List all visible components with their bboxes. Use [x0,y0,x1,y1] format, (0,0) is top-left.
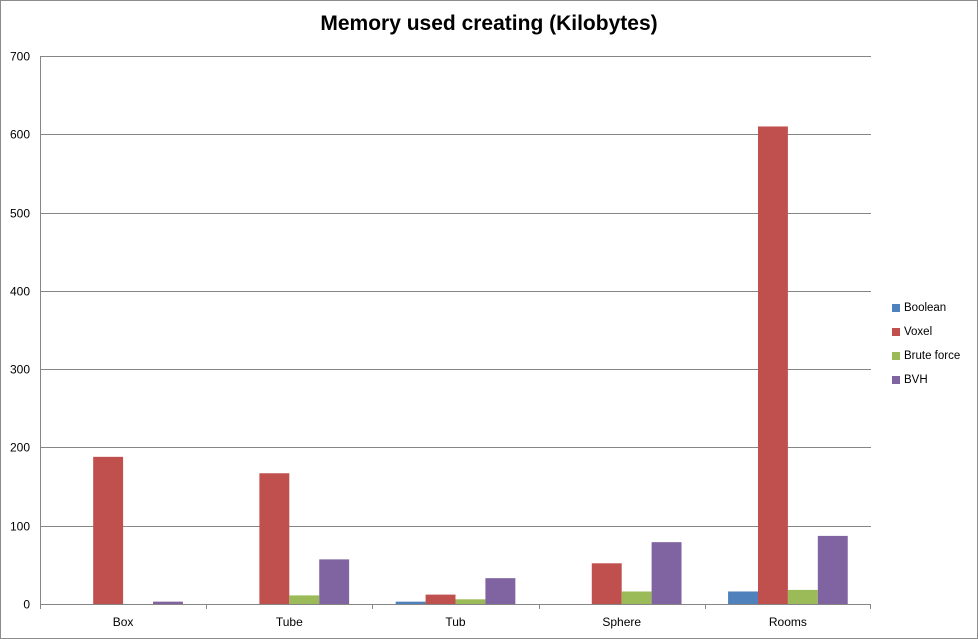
legend-item-voxel: Voxel [892,320,960,344]
bar-brute-force-tub [455,599,486,604]
y-tick-label: 0 [23,598,30,612]
y-tick-label: 200 [10,441,30,455]
bar-voxel-rooms [757,126,788,604]
bar-voxel-box [93,456,124,604]
y-tick-label: 500 [10,207,30,221]
legend-label-voxel: Voxel [904,326,933,338]
x-tick-label: Tub [445,615,466,629]
bar-voxel-tub [425,594,456,604]
legend-label-boolean: Boolean [904,302,947,314]
chart-legend: Boolean Voxel Brute force BVH [892,296,960,392]
legend-item-boolean: Boolean [892,296,960,320]
x-tick-label: Sphere [602,615,641,629]
bar-brute-force-tube [289,595,320,604]
y-tick-label: 700 [10,50,30,64]
legend-swatch-boolean [892,304,900,312]
x-tick-label: Tube [276,615,303,629]
legend-label-brute-force: Brute force [904,350,961,362]
bar-bvh-rooms [817,535,848,604]
bar-voxel-tube [259,473,290,604]
bar-bvh-sphere [651,542,682,604]
bar-brute-force-rooms [787,589,818,604]
legend-label-bvh: BVH [904,374,928,386]
bar-voxel-sphere [591,563,622,604]
chart-title: Memory used creating (Kilobytes) [320,12,658,35]
bar-bvh-box [153,601,183,604]
y-tick-label: 300 [10,363,30,377]
x-tick-label: Rooms [769,615,807,629]
bar-boolean-tub [395,601,426,604]
bar-bvh-tube [319,559,350,604]
bar-bvh-tub [485,578,516,604]
legend-item-bvh: BVH [892,368,960,392]
x-tick-label: Box [113,615,134,629]
y-tick-label: 400 [10,285,30,299]
legend-item-brute-force: Brute force [892,344,960,368]
bar-brute-force-sphere [621,591,652,604]
legend-swatch-voxel [892,328,900,336]
bar-boolean-rooms [728,591,758,604]
y-tick-label: 600 [10,128,30,142]
legend-swatch-brute-force [892,352,900,360]
legend-swatch-bvh [892,376,900,384]
y-tick-label: 100 [10,520,30,534]
